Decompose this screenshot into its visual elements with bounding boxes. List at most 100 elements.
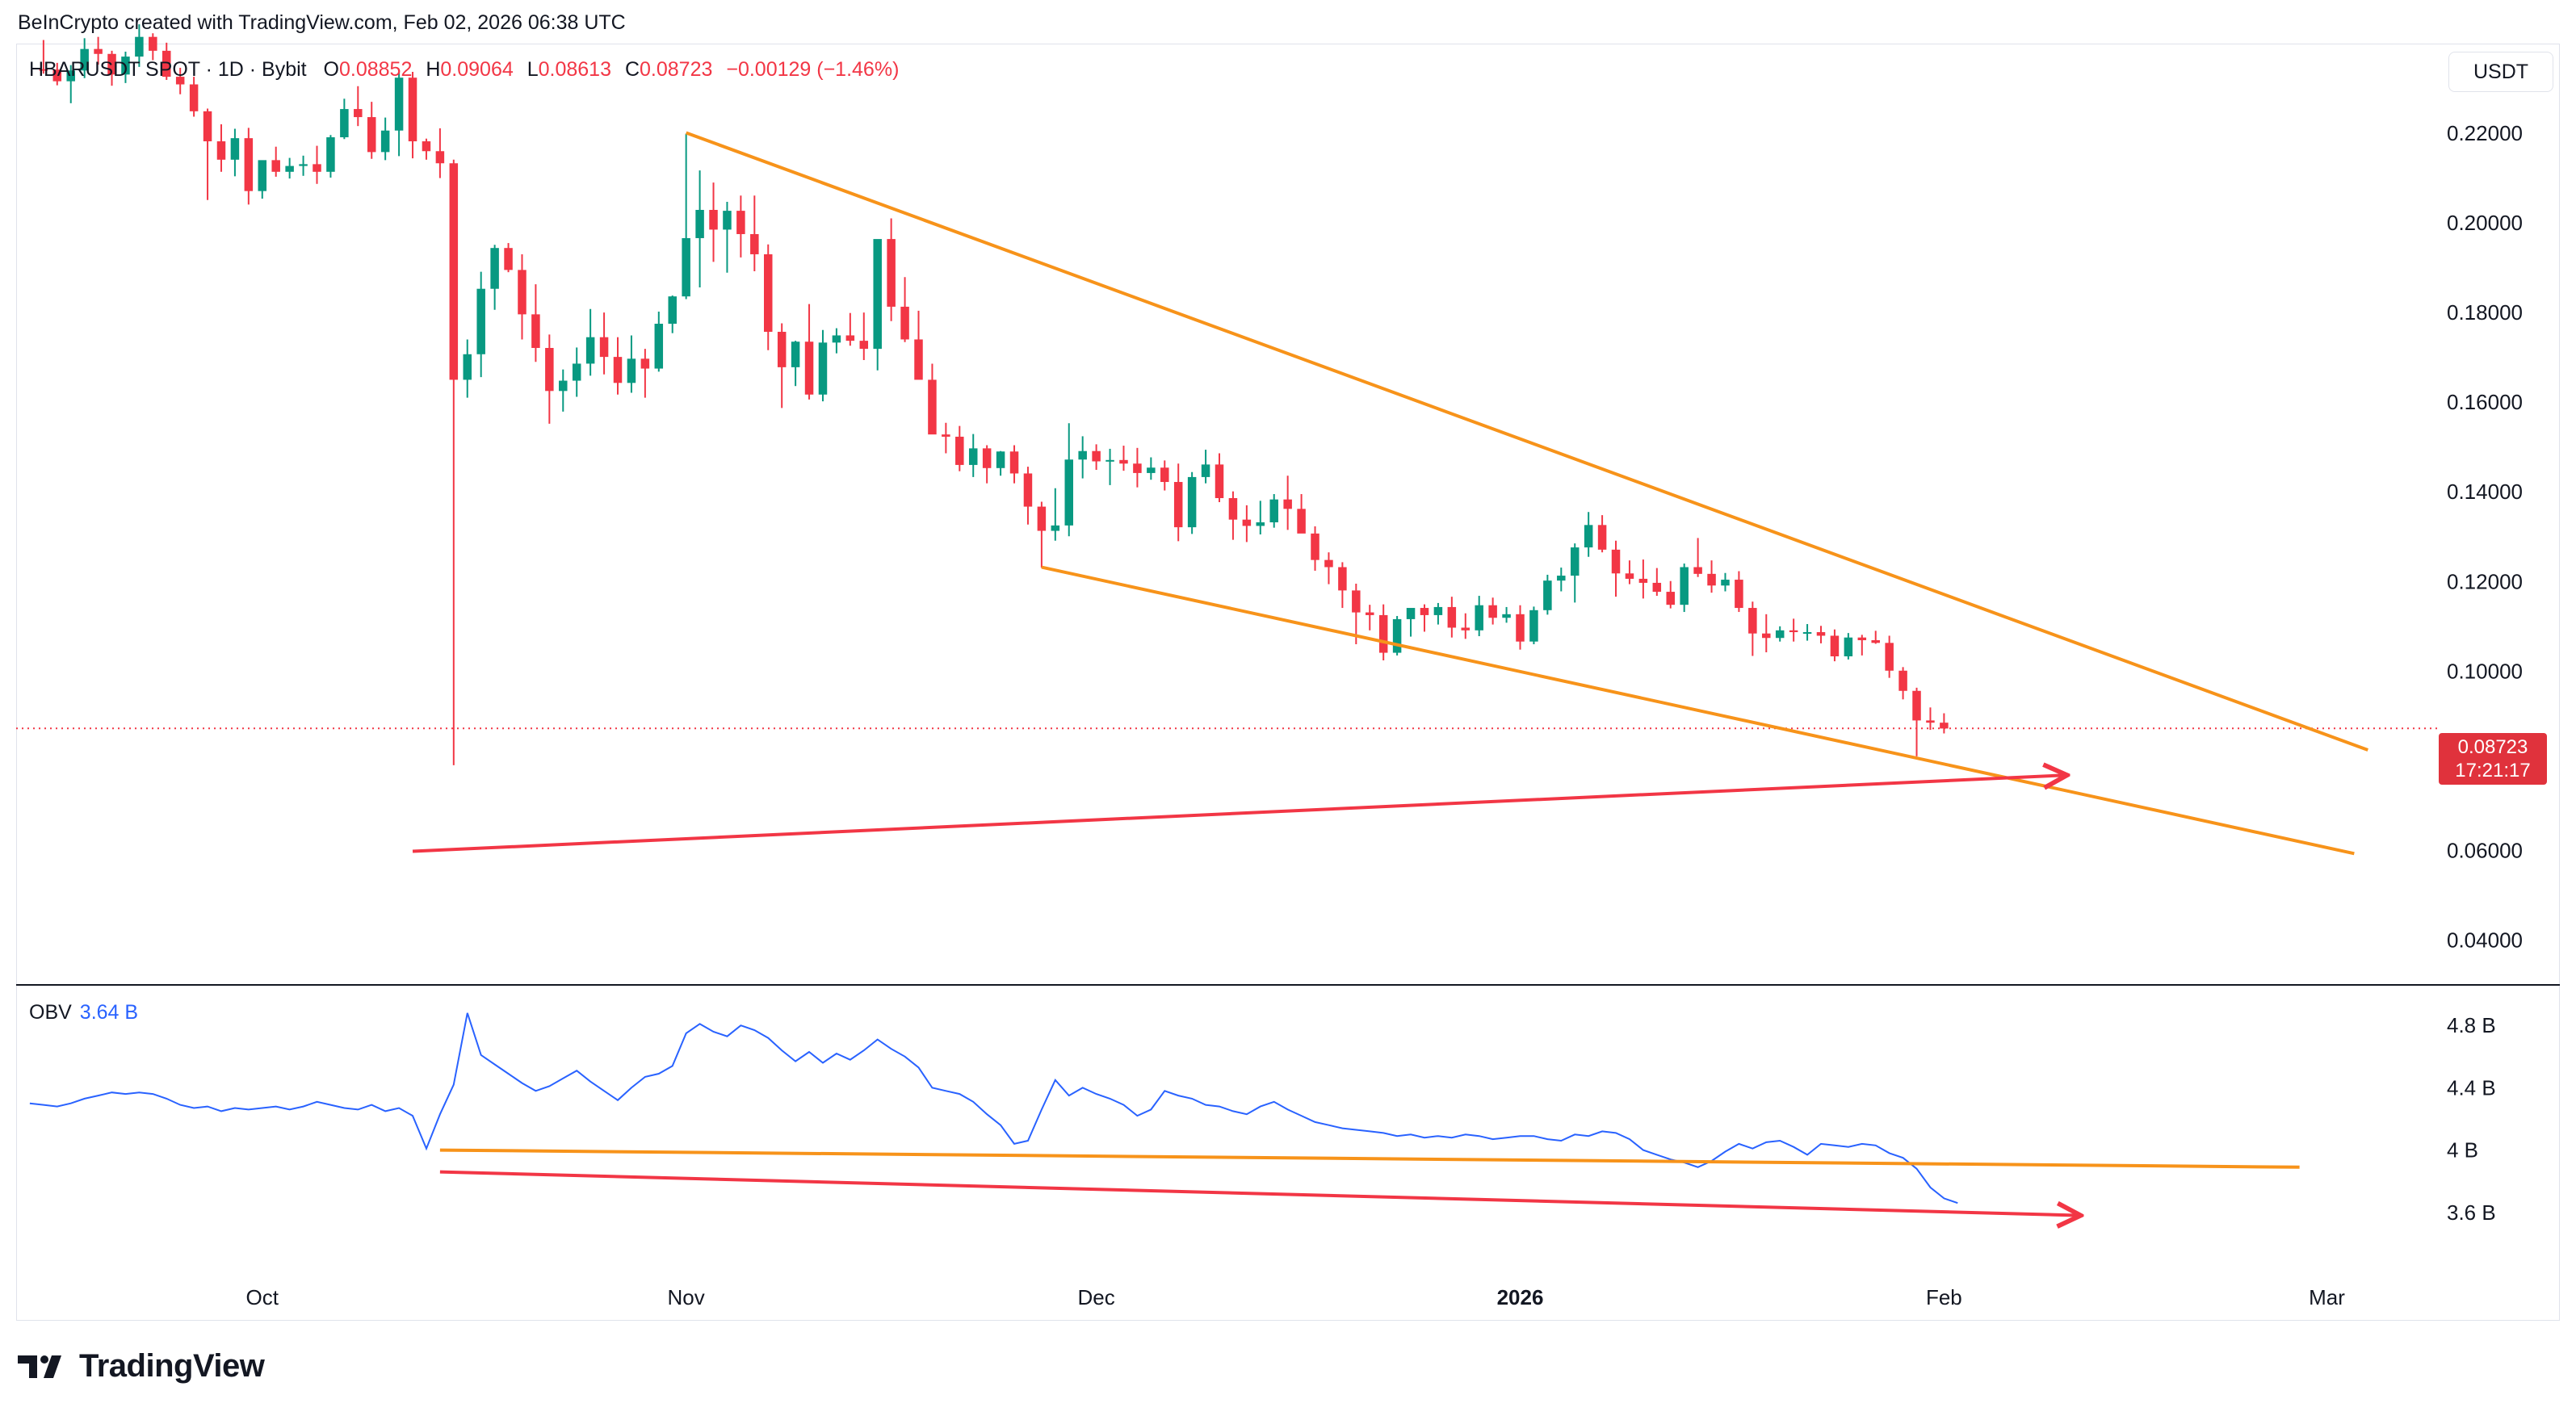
candle-body [1187,476,1197,528]
candle-body [135,36,144,57]
candle-body [1420,608,1429,615]
candle-body [859,341,869,350]
candle-body [490,248,499,289]
candle-body [1256,522,1265,526]
candle-body [1584,525,1593,548]
candle-body [326,137,335,172]
obv-axis-label: 3.6 B [2447,1200,2496,1225]
obv-legend: OBV 3.64 B [29,1001,138,1024]
candle-body [887,239,896,307]
candle-body [1557,576,1566,581]
x-axis-label: Oct [246,1285,279,1309]
candle-body [1871,640,1880,643]
candle-body [1488,605,1497,618]
candle-body [1311,533,1319,560]
candle-body [1693,567,1702,574]
candle-body [682,237,690,297]
candle-body [1816,632,1826,636]
open-value: 0.08852 [339,58,413,81]
low-label: L [527,58,539,81]
candle-body [545,348,554,392]
price-axis-label: 0.12000 [2447,569,2523,593]
candle-body [1898,670,1907,691]
candle-body [613,357,623,383]
x-axis-label: Nov [668,1285,705,1309]
candle-body [1215,464,1224,499]
candle-body [1597,525,1607,550]
candle-body [1228,498,1238,520]
candle-body [435,151,445,164]
candle-body [258,160,267,191]
candle-body [1433,606,1443,615]
candle-body [476,288,485,354]
candle-body [1543,580,1552,610]
candle-body [695,209,704,238]
candle-body [340,109,349,138]
candle-body [1652,582,1662,593]
x-axis-label: Mar [2309,1285,2345,1309]
x-axis: Oct Nov Dec 2026 Feb Mar [246,1285,2346,1309]
candle-body [818,342,828,395]
candle-body [1447,606,1457,628]
candle-body [189,84,199,111]
candle-body [750,233,759,254]
candle-body [1611,549,1621,574]
candle-body [942,434,950,437]
candle-body [654,324,664,369]
obv-axis-label: 4.4 B [2447,1075,2496,1100]
candle-body [162,50,171,78]
candle-body [1160,467,1169,483]
candle-body [736,211,745,234]
candle-body [1707,573,1716,586]
candle-body [1666,592,1675,605]
currency-button[interactable]: USDT [2448,52,2553,92]
candle-body [367,117,376,153]
candle-body [1242,519,1252,526]
obv-line [29,1012,1958,1204]
high-value: 0.09064 [440,58,514,81]
close-value: 0.08723 [640,58,713,81]
candle-body [955,436,964,465]
candle-body [627,358,636,383]
obv-axis-label: 4 B [2447,1138,2478,1163]
candle-body [408,78,417,142]
candle-body [1119,459,1128,464]
candle-body [271,160,280,172]
price-axis-label: 0.20000 [2447,211,2523,235]
open-label: O [323,58,339,81]
candle-body [900,306,909,340]
candle-body [1762,633,1771,639]
candle-body [1406,608,1416,619]
candle-body [1092,450,1101,462]
candle-body [80,48,89,71]
tradingview-logo-text: TradingView [79,1348,265,1384]
candle-body [230,138,240,160]
candle-body [1475,605,1483,630]
candle-body [873,239,882,350]
candle-body [1940,723,1949,729]
candle-body [1735,580,1743,609]
candle-body [1201,464,1210,477]
candle-body [1147,467,1156,473]
candle-body [668,296,677,325]
trendline-lower-support [1041,565,2355,856]
candle-body [723,211,732,230]
candle-body [1269,499,1278,522]
candle-body [1324,559,1333,568]
candle-body [1338,567,1347,591]
candle-body [1638,578,1648,583]
candle-body [832,335,841,343]
candle-body [585,337,595,364]
symbol-label[interactable]: HBARUSDT SPOT · 1D · Bybit [29,58,307,81]
x-axis-label: Dec [1077,1285,1114,1309]
obv-label[interactable]: OBV [29,1001,72,1024]
candle-body [1570,547,1580,576]
trendline-obv-support [439,1148,2300,1169]
candle-body [422,141,431,152]
candle-body [1502,614,1511,618]
candle-body [380,130,390,153]
candle-body [244,138,254,191]
tradingview-logo[interactable]: TradingView [18,1348,265,1385]
candle-body [518,270,527,315]
